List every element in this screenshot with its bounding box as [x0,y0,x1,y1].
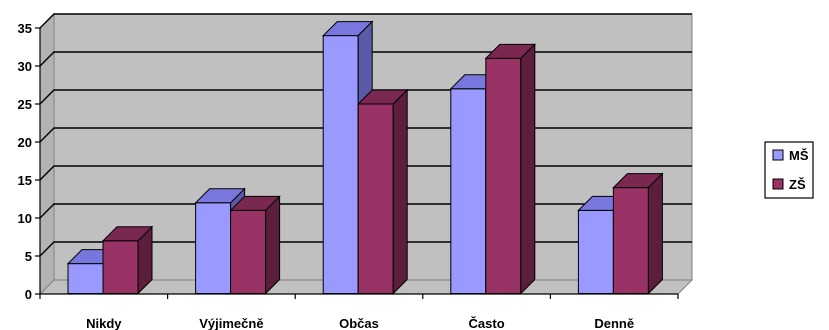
bar-front [577,209,614,294]
bar [229,195,281,295]
bar-front [612,187,649,295]
bar [612,172,664,295]
x-category-label: Často [469,316,505,330]
gridline [39,51,692,67]
y-tick-label: 20 [18,135,32,150]
y-tick-label: 35 [18,21,32,36]
bar [356,88,409,295]
x-category-label: Občas [339,316,379,330]
bar-front [102,240,139,295]
bar [101,225,154,295]
bar-front [67,263,104,295]
bar-side [392,88,408,295]
y-tick-label: 0 [25,287,32,302]
x-category-label: Denně [594,316,634,330]
bar-front [230,209,267,294]
legend-label-ms: MŠ [789,148,809,163]
bar-side [647,172,663,295]
x-category-label: Nikdy [86,316,122,330]
bar-front [322,35,359,294]
y-tick-label: 25 [18,97,32,112]
legend-label-zs: ZŠ [789,177,806,192]
y-tick-label: 15 [18,173,32,188]
bar-front [450,88,487,294]
gridline [39,13,692,29]
side-wall [39,12,55,296]
axis-labels: 0 5 10 15 20 25 30 35 Nikdy Výjimečně Občas Často De… [18,21,635,330]
bar-side [265,195,281,295]
bar [484,43,537,295]
y-tick-label: 30 [18,59,32,74]
bar-front [485,57,522,295]
y-tick-label: 10 [18,211,32,226]
bar-front [357,103,394,294]
bar-side [137,225,153,295]
y-tick-label: 5 [25,249,32,264]
bar-side [520,43,536,295]
legend-swatch-ms [772,149,784,161]
bars [66,20,664,295]
x-category-label: Výjimečně [199,316,263,330]
bar-front [195,202,232,294]
legend-swatch-zs [772,178,784,190]
legend: MŠ ZŠ [764,141,814,199]
